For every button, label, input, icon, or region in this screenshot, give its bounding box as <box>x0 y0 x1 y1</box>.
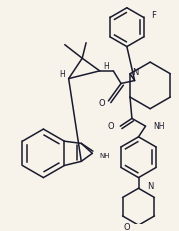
Text: NH: NH <box>153 122 165 131</box>
Text: N: N <box>132 68 139 77</box>
Text: O: O <box>108 122 114 131</box>
Text: H: H <box>59 70 65 79</box>
Text: NH: NH <box>99 153 110 159</box>
Text: F: F <box>151 11 156 20</box>
Text: O: O <box>98 99 105 108</box>
Text: O: O <box>123 223 130 231</box>
Text: H: H <box>104 62 109 71</box>
Text: N: N <box>147 182 154 191</box>
